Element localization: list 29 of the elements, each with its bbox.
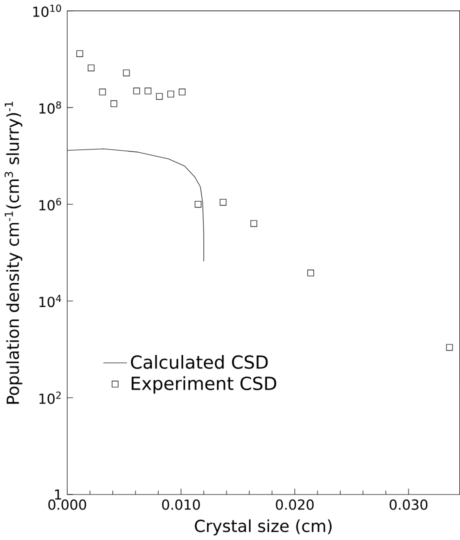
- point: [88, 64, 94, 72]
- point: [194, 200, 202, 208]
- point: [250, 220, 258, 227]
- point: [99, 88, 106, 96]
- y-tick-label: 10$^{8}$: [39, 101, 61, 114]
- point: [446, 344, 453, 351]
- x-tick-label: 0.000: [48, 499, 86, 510]
- x-axis-title: Crystal size (cm): [194, 519, 332, 536]
- point: [167, 90, 174, 98]
- point: [156, 93, 163, 100]
- legend-label: Experiment CSD: [132, 376, 276, 394]
- point: [133, 88, 140, 94]
- x-tick-label: 0.010: [162, 499, 200, 510]
- point: [76, 50, 84, 57]
- y-tick-label: 1: [55, 489, 62, 500]
- point: [123, 70, 130, 76]
- y-axis-title: Population density cm$^{-1}$(cm$^{3}$ slurry)$^{-1}$: [4, 102, 22, 404]
- y-tick-label: 10$^{4}$: [39, 294, 62, 308]
- y-tick-label: 10$^{10}$: [33, 4, 62, 17]
- y-tick-label: 10$^{6}$: [39, 198, 62, 210]
- point: [110, 100, 118, 108]
- y-tick-label: 10$^{2}$: [39, 392, 61, 404]
- x-tick-label: 0.020: [276, 499, 314, 510]
- point: [178, 88, 186, 96]
- legend-label: Calculated CSD: [130, 354, 268, 369]
- point: [307, 270, 314, 276]
- x-tick-label: 0.030: [390, 499, 428, 510]
- point: [144, 88, 152, 94]
- point: [220, 198, 226, 206]
